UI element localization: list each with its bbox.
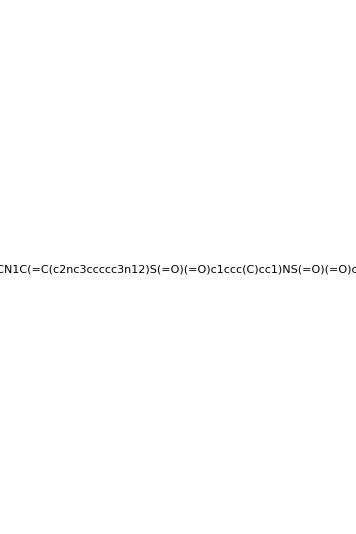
Text: CCCCCCCCN1C(=C(c2nc3ccccc3n12)S(=O)(=O)c1ccc(C)cc1)NS(=O)(=O)c1ccc(Cl)cc1: CCCCCCCCN1C(=C(c2nc3ccccc3n12)S(=O)(=O)c… xyxy=(0,265,356,274)
